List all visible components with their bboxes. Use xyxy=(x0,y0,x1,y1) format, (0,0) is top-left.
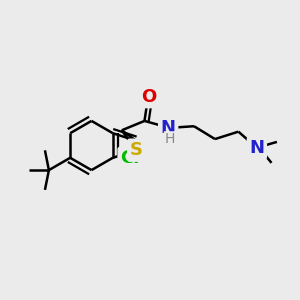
Text: S: S xyxy=(130,141,143,159)
Text: N: N xyxy=(249,139,264,157)
Text: H: H xyxy=(164,132,175,146)
Text: Cl: Cl xyxy=(120,149,140,167)
Text: N: N xyxy=(161,118,176,136)
Text: O: O xyxy=(142,88,157,106)
